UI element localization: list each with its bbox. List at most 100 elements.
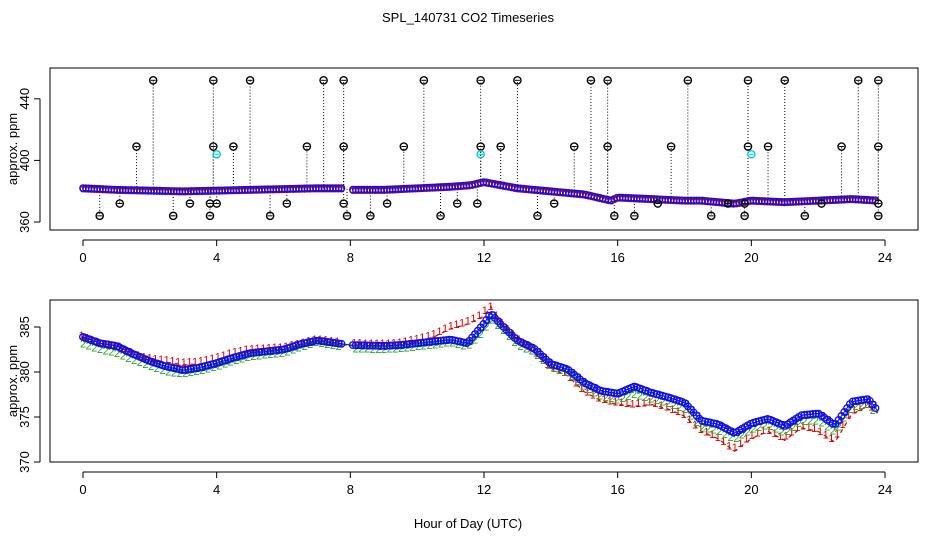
bottom-series-3-point: 3 <box>718 420 724 432</box>
bottom-series-1-point: 1 <box>459 318 465 330</box>
top-y-tick-label: 400 <box>17 150 32 172</box>
bottom-series-3-point: 3 <box>854 396 860 408</box>
bottom-series-2-point: 2 <box>773 424 779 436</box>
bottom-series-1-point: 1 <box>533 348 539 360</box>
bottom-series-3-point: 3 <box>229 353 235 365</box>
bottom-series-1-point: 1 <box>703 427 709 439</box>
bottom-data-point <box>374 341 383 350</box>
bottom-series-2-point: 2 <box>461 340 467 352</box>
bottom-series-3-point: 3 <box>104 339 110 351</box>
bottom-series-2-point: 2 <box>256 350 262 362</box>
bottom-series-1-point: 1 <box>845 409 851 421</box>
bottom-series-2-point: 2 <box>796 418 802 430</box>
bottom-data-point <box>368 341 377 350</box>
bottom-series-1-point: 1 <box>470 313 476 325</box>
bottom-series-2-point: 2 <box>421 341 427 353</box>
bottom-data-point <box>272 346 281 355</box>
bottom-series-1-point: 1 <box>453 319 459 331</box>
bottom-series-3-point: 3 <box>184 365 190 377</box>
bottom-series-3-point: 3 <box>212 359 218 371</box>
bottom-series-2-point: 2 <box>404 342 410 354</box>
bottom-series-2-point: 2 <box>762 421 768 433</box>
bottom-series-1-point: 1 <box>840 419 846 431</box>
bottom-series-2-point: 2 <box>722 429 728 441</box>
bottom-series-1-point: 1 <box>397 337 403 349</box>
top-outlier-high <box>586 76 596 85</box>
bottom-data-point <box>408 339 417 348</box>
bottom-series-3-point: 3 <box>831 419 837 431</box>
bottom-series-3-point: 3 <box>400 340 406 352</box>
bottom-series-3-point: 3 <box>326 337 332 349</box>
bottom-series-3-point: 3 <box>638 383 644 395</box>
bottom-data-point <box>189 364 198 373</box>
bottom-series-1-point: 1 <box>789 426 795 438</box>
bottom-series-3-point: 3 <box>388 341 394 353</box>
bottom-y-tick-label: 385 <box>17 316 32 338</box>
bottom-series-3-point: 3 <box>218 357 224 369</box>
bottom-series-3-point: 3 <box>309 337 315 349</box>
top-outlier-low <box>817 199 826 208</box>
bottom-series-1-point: 1 <box>783 431 789 443</box>
bottom-series-3-point: 3 <box>87 334 93 346</box>
x-axis-label: Hour of Day (UTC) <box>414 516 522 531</box>
bottom-series-1-point: 1 <box>203 354 209 366</box>
bottom-series-2-point: 2 <box>693 417 699 429</box>
bottom-series-3-point: 3 <box>365 340 371 352</box>
bottom-series-3-point: 3 <box>644 386 650 398</box>
bottom-series-3-point: 3 <box>672 394 678 406</box>
bottom-data-point <box>803 410 812 419</box>
top-y-tick-label: 360 <box>17 211 32 233</box>
bottom-series-1-point: 1 <box>720 436 726 448</box>
bottom-data-point <box>365 341 374 350</box>
bottom-data-point <box>431 337 440 346</box>
bottom-series-1-point: 1 <box>317 334 323 346</box>
top-outlier-low <box>382 199 392 208</box>
bottom-series-3-point: 3 <box>189 364 195 376</box>
bottom-series-2-point: 2 <box>108 347 114 359</box>
bottom-series-2-point: 2 <box>199 365 205 377</box>
bottom-series-3-point: 3 <box>223 355 229 367</box>
bottom-series-1-point: 1 <box>141 351 147 363</box>
bottom-series-1-point: 1 <box>357 338 363 350</box>
top-outlier-high <box>683 76 693 85</box>
bottom-data-point <box>434 337 443 345</box>
bottom-series-1-point: 1 <box>771 428 777 440</box>
bottom-series-1-point: 1 <box>487 301 493 313</box>
bottom-series-1-point: 1 <box>101 339 107 351</box>
top-outlier-mid <box>229 142 238 151</box>
bottom-series-1-point: 1 <box>556 365 562 377</box>
bottom-series-3-point: 3 <box>723 423 729 435</box>
bottom-series-2-point: 2 <box>835 421 841 433</box>
bottom-series-2-point: 2 <box>676 402 682 414</box>
bottom-series-1-point: 1 <box>857 402 863 414</box>
bottom-data-point <box>331 339 340 347</box>
bottom-data-point <box>604 388 613 397</box>
top-outlier-low <box>723 199 733 208</box>
top-outlier-high <box>148 76 158 85</box>
bottom-series-1-point: 1 <box>186 357 192 369</box>
bottom-x-tick-label: 4 <box>213 482 220 497</box>
bottom-data-point <box>828 419 837 428</box>
bottom-series-3-point: 3 <box>371 341 377 353</box>
bottom-series-3-point: 3 <box>508 327 514 339</box>
bottom-series-2-point: 2 <box>864 399 870 411</box>
bottom-series-1-point: 1 <box>465 316 471 328</box>
bottom-series-3-point: 3 <box>530 342 536 354</box>
bottom-data-point <box>425 337 434 346</box>
bottom-data-point <box>351 341 360 350</box>
bottom-series-2-point: 2 <box>80 339 86 351</box>
top-x-tick-label: 20 <box>744 250 758 265</box>
bottom-series-1-point: 1 <box>113 341 119 353</box>
bottom-series-1-point: 1 <box>209 353 215 365</box>
bottom-series-3-point: 3 <box>826 415 832 427</box>
bottom-series-2-point: 2 <box>483 322 489 334</box>
bottom-series-2-point: 2 <box>853 401 859 413</box>
bottom-series-2-point: 2 <box>716 426 722 438</box>
top-plot-frame <box>49 67 919 231</box>
bottom-series-1-point: 1 <box>754 428 760 440</box>
bottom-data-point <box>417 338 425 347</box>
bottom-series-1-point: 1 <box>618 397 624 409</box>
bottom-series-1-point: 1 <box>78 330 84 342</box>
bottom-series-3-point: 3 <box>439 336 445 348</box>
bottom-series-2-point: 2 <box>642 392 648 404</box>
